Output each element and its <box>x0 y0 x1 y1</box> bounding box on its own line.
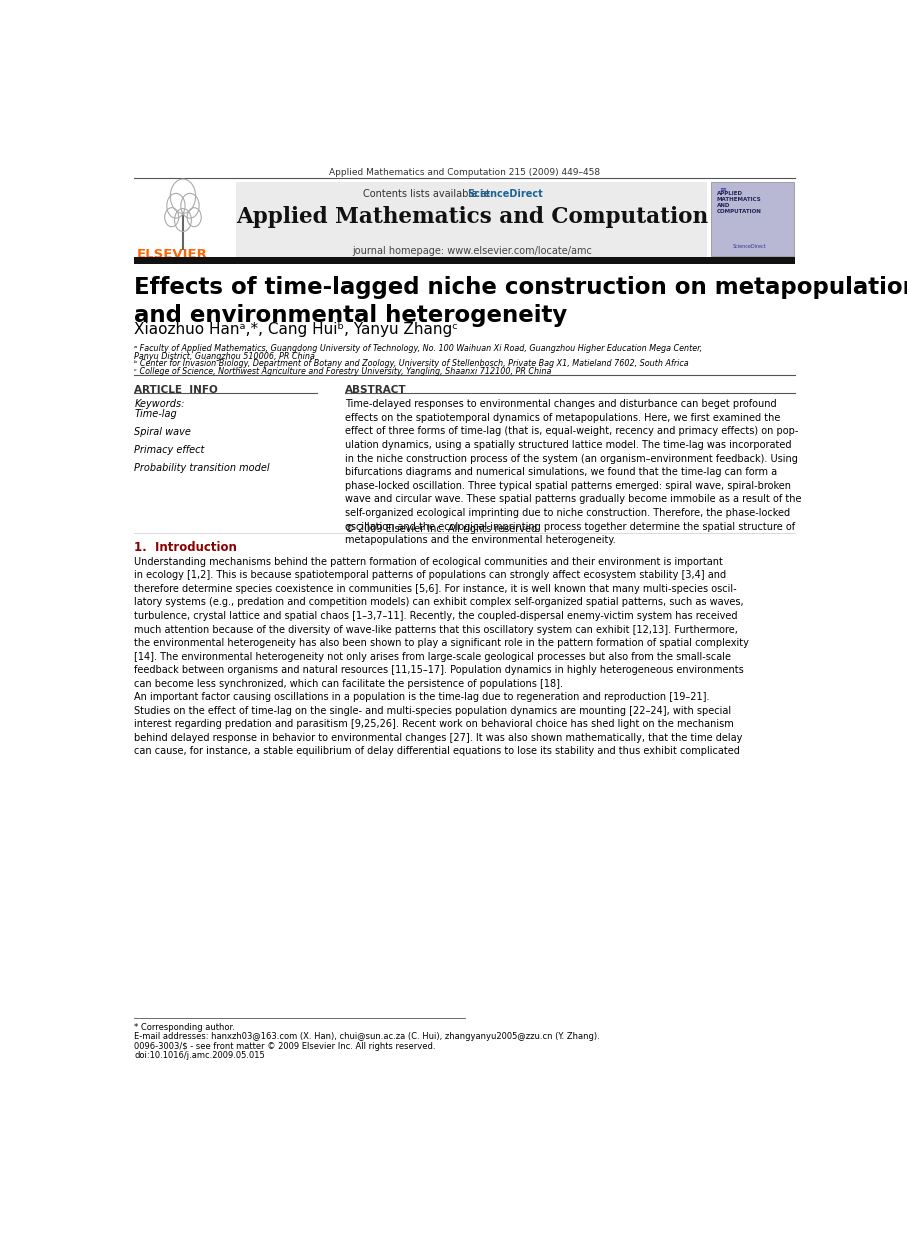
Text: ABSTRACT: ABSTRACT <box>346 385 407 395</box>
Text: Time-delayed responses to environmental changes and disturbance can beget profou: Time-delayed responses to environmental … <box>346 400 802 545</box>
Text: APPLIED
MATHEMATICS
AND
COMPUTATION: APPLIED MATHEMATICS AND COMPUTATION <box>717 191 761 214</box>
Text: Contents lists available at: Contents lists available at <box>363 188 493 198</box>
Text: ᶜ College of Science, Northwest Agriculture and Forestry University, Yangling, S: ᶜ College of Science, Northwest Agricult… <box>134 366 551 376</box>
Text: ᵃ Faculty of Applied Mathematics, Guangdong University of Technology, No. 100 Wa: ᵃ Faculty of Applied Mathematics, Guangd… <box>134 344 703 353</box>
Text: ᵇ Center for Invasion Biology, Department of Botany and Zoology, University of S: ᵇ Center for Invasion Biology, Departmen… <box>134 359 689 368</box>
Text: ScienceDirect: ScienceDirect <box>733 244 766 249</box>
Text: Panyu District, Guangzhou 510006, PR China: Panyu District, Guangzhou 510006, PR Chi… <box>134 352 316 360</box>
Text: Probability transition model: Probability transition model <box>134 463 270 473</box>
Text: Keywords:: Keywords: <box>134 400 185 410</box>
Text: journal homepage: www.elsevier.com/locate/amc: journal homepage: www.elsevier.com/locat… <box>352 246 591 256</box>
Text: doi:10.1016/j.amc.2009.05.015: doi:10.1016/j.amc.2009.05.015 <box>134 1051 265 1060</box>
Text: E-mail addresses: hanxzh03@163.com (X. Han), chui@sun.ac.za (C. Hui), zhangyanyu: E-mail addresses: hanxzh03@163.com (X. H… <box>134 1032 600 1041</box>
Text: Xiaozhuo Hanᵃ,*, Cang Huiᵇ, Yanyu Zhangᶜ: Xiaozhuo Hanᵃ,*, Cang Huiᵇ, Yanyu Zhangᶜ <box>134 322 458 337</box>
Text: Spiral wave: Spiral wave <box>134 427 191 437</box>
FancyBboxPatch shape <box>237 182 707 258</box>
FancyBboxPatch shape <box>134 182 231 256</box>
Text: ≡: ≡ <box>719 184 727 194</box>
Text: 1.  Introduction: 1. Introduction <box>134 541 238 555</box>
Text: Effects of time-lagged niche construction on metapopulation dynamics
and environ: Effects of time-lagged niche constructio… <box>134 276 907 327</box>
Text: Applied Mathematics and Computation: Applied Mathematics and Computation <box>236 206 708 228</box>
Text: © 2009 Elsevier Inc. All rights reserved.: © 2009 Elsevier Inc. All rights reserved… <box>346 524 541 534</box>
Text: ARTICLE  INFO: ARTICLE INFO <box>134 385 219 395</box>
Text: ELSEVIER: ELSEVIER <box>137 248 208 261</box>
Bar <box>134 258 795 264</box>
Text: ScienceDirect: ScienceDirect <box>467 188 542 198</box>
Text: Primacy effect: Primacy effect <box>134 444 205 456</box>
Text: Understanding mechanisms behind the pattern formation of ecological communities : Understanding mechanisms behind the patt… <box>134 557 749 690</box>
FancyBboxPatch shape <box>711 182 794 256</box>
Text: * Corresponding author.: * Corresponding author. <box>134 1023 235 1031</box>
Text: Applied Mathematics and Computation 215 (2009) 449–458: Applied Mathematics and Computation 215 … <box>329 167 600 177</box>
Text: 0096-3003/$ - see front matter © 2009 Elsevier Inc. All rights reserved.: 0096-3003/$ - see front matter © 2009 El… <box>134 1041 436 1051</box>
Text: An important factor causing oscillations in a population is the time-lag due to : An important factor causing oscillations… <box>134 692 743 756</box>
Text: Time-lag: Time-lag <box>134 409 177 418</box>
